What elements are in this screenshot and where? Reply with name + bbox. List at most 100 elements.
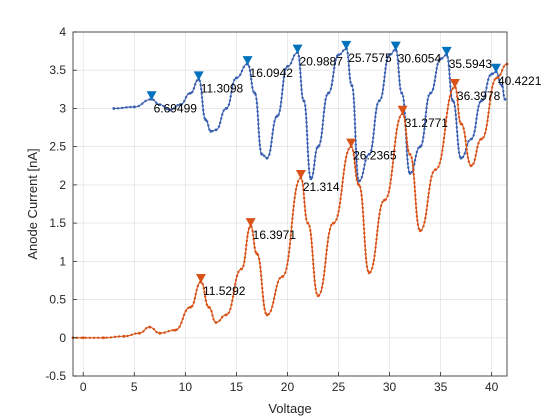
series-dot — [406, 162, 409, 165]
data-point — [309, 177, 313, 181]
series-dot — [322, 115, 325, 118]
series-dot — [298, 63, 302, 66]
series-dot — [425, 208, 428, 212]
series-dot — [426, 98, 429, 101]
series-dot — [299, 75, 302, 79]
data-point — [132, 105, 136, 109]
series-dot — [360, 198, 364, 201]
series-dot — [258, 143, 262, 147]
series-dot — [382, 84, 385, 87]
series-dot — [356, 172, 359, 176]
series-dot — [229, 307, 232, 311]
data-point — [102, 336, 106, 340]
data-point — [302, 99, 306, 103]
series-dot — [290, 221, 294, 225]
series-dot — [375, 233, 379, 237]
data-point — [490, 72, 494, 76]
data-point — [265, 156, 269, 160]
series-dot — [200, 87, 203, 91]
series-dot — [363, 244, 367, 247]
series-dot — [257, 127, 260, 130]
series-dot — [359, 185, 362, 189]
series-dot — [276, 280, 280, 284]
series-dot — [306, 146, 309, 149]
series-dot — [283, 71, 286, 75]
series-dot — [293, 196, 296, 199]
y-axis-title: Anode Current [nA] — [25, 148, 40, 259]
series-dot — [291, 217, 294, 220]
series-dot — [403, 115, 406, 119]
x-tick-label: 5 — [131, 380, 138, 394]
series-dot — [463, 135, 467, 138]
series-dot — [493, 78, 496, 81]
series-dot — [375, 237, 378, 241]
series-dot — [362, 167, 365, 171]
series-dot — [181, 317, 184, 320]
series-dot — [428, 183, 432, 187]
series-dot — [303, 201, 306, 204]
series-dot — [411, 160, 414, 164]
series-dot — [485, 123, 489, 127]
peak-label: 35.5943 — [449, 57, 493, 71]
series-dot — [483, 132, 487, 135]
series-dot — [474, 121, 478, 125]
series-dot — [171, 329, 174, 332]
series-dot — [289, 234, 293, 237]
series-dot — [204, 299, 208, 302]
data-point — [209, 129, 213, 133]
series-dot — [302, 188, 305, 191]
series-dot — [344, 155, 348, 159]
series-dot — [484, 127, 488, 131]
series-dot — [390, 174, 393, 177]
series-dot — [205, 303, 209, 306]
series-dot — [456, 103, 460, 106]
series-dot — [314, 155, 317, 158]
series-dot — [260, 278, 263, 281]
data-point — [148, 325, 151, 329]
series-dot — [341, 180, 344, 184]
series-dot — [434, 75, 437, 78]
series-dot — [232, 291, 235, 294]
series-dot — [193, 83, 197, 86]
peak-marker — [242, 56, 253, 66]
series-dot — [330, 83, 334, 86]
series-dot — [247, 227, 251, 230]
series-dot — [433, 79, 436, 83]
series-dot — [305, 125, 308, 128]
series-dot — [489, 94, 492, 98]
data-point — [418, 145, 422, 149]
series-dot — [235, 274, 239, 278]
series-dot — [155, 330, 158, 334]
series-dot — [477, 105, 480, 108]
series-dot — [305, 116, 308, 120]
series-dot — [271, 132, 274, 135]
series-dot — [291, 58, 294, 61]
series-dot — [349, 81, 352, 84]
series-dot — [376, 103, 379, 106]
series-dot — [423, 123, 427, 127]
grid — [73, 31, 507, 377]
series-dot — [250, 82, 253, 85]
series-dot — [311, 172, 315, 175]
series-dot — [231, 295, 235, 298]
series-dot — [482, 135, 485, 139]
series-dot — [371, 262, 375, 266]
series-dot — [321, 119, 325, 122]
series-dot — [425, 106, 428, 110]
series-dot — [407, 149, 410, 152]
series-dot — [326, 240, 329, 243]
series-dot — [242, 65, 245, 69]
series-dot — [378, 212, 381, 216]
series-dot — [258, 261, 262, 265]
series-dot — [251, 233, 255, 237]
series-dot — [405, 136, 408, 140]
series-dot — [269, 149, 272, 152]
series-dot — [163, 331, 166, 334]
series-dot — [462, 127, 465, 130]
series-dot — [388, 186, 391, 189]
series-dot — [282, 80, 285, 83]
series-dot — [348, 68, 351, 72]
series-dot — [167, 329, 170, 333]
series-dot — [284, 67, 287, 71]
series-dot — [347, 64, 351, 67]
